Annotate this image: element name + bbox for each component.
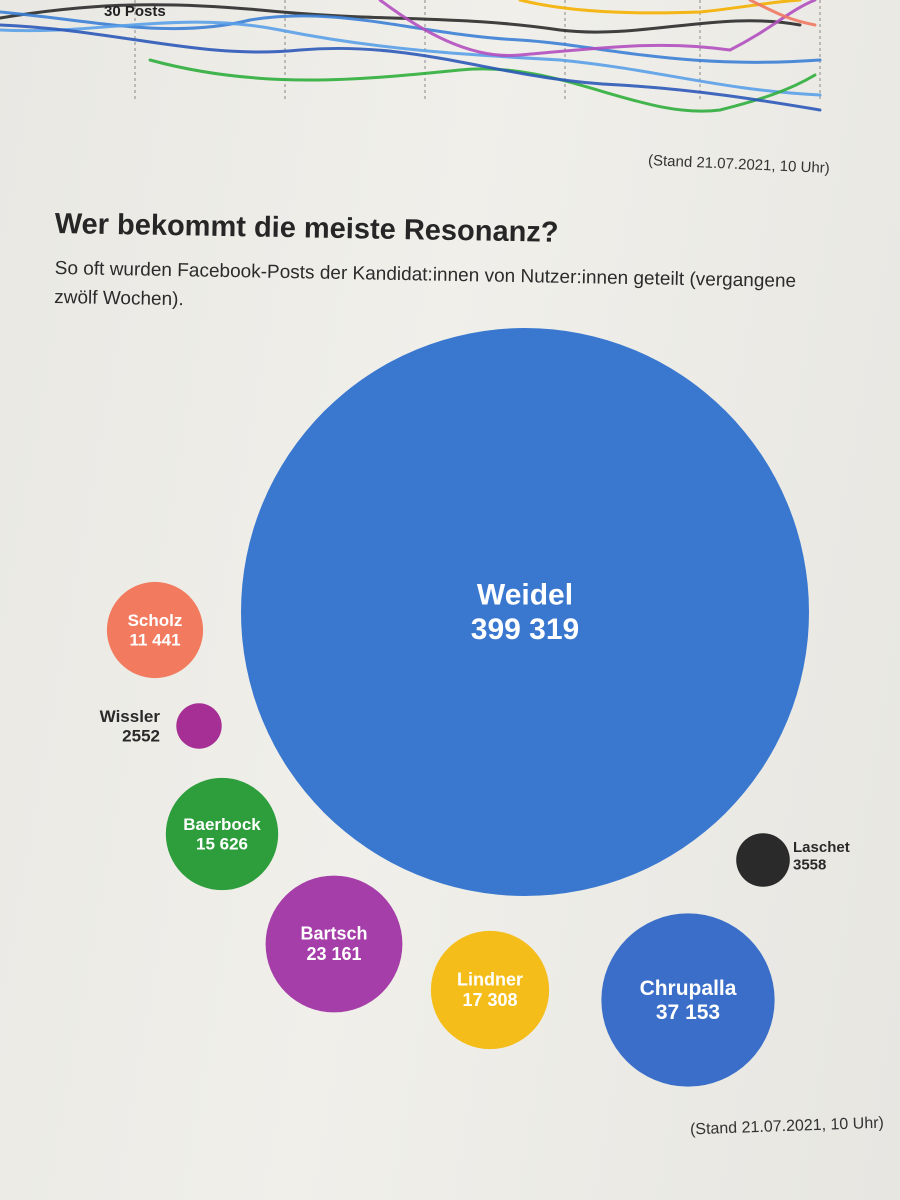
top-series-line bbox=[378, 0, 817, 58]
bubble-lindner-circle bbox=[430, 930, 550, 1050]
bubble-scholz-name: Scholz bbox=[128, 611, 183, 630]
bubble-bartsch-value: 23 161 bbox=[306, 944, 361, 964]
top-series-line bbox=[518, 0, 802, 15]
bubble-scholz-value: 11 441 bbox=[129, 630, 180, 649]
top-series-line bbox=[0, 10, 822, 64]
bubble-lindner-name: Lindner bbox=[457, 970, 523, 990]
bubble-chrupalla-name: Chrupalla bbox=[640, 977, 737, 1000]
bubble-chrupalla-value: 37 153 bbox=[656, 1001, 720, 1024]
bubble-wissler-name: Wissler bbox=[100, 707, 161, 726]
bubble-weidel-name: Weidel bbox=[477, 579, 573, 612]
bubble-baerbock-value: 15 626 bbox=[196, 834, 248, 853]
top-line-chart: 30 Posts bbox=[0, 0, 822, 113]
top-series-line bbox=[0, 23, 822, 112]
top-chart-label: 30 Posts bbox=[104, 3, 166, 20]
bubble-scholz-circle bbox=[106, 581, 204, 679]
bubble-lindner-value: 17 308 bbox=[462, 990, 517, 1010]
top-series-line bbox=[0, 3, 802, 34]
bubble-laschet-name: Laschet bbox=[793, 839, 850, 856]
bubble-weidel-circle bbox=[241, 328, 809, 896]
bubble-laschet-circle bbox=[736, 833, 790, 887]
bubble-weidel-value: 399 319 bbox=[471, 613, 579, 646]
top-series-line bbox=[0, 20, 822, 97]
bubble-baerbock-name: Baerbock bbox=[183, 815, 261, 834]
bubble-wissler-circle bbox=[176, 703, 222, 749]
bubble-laschet-value: 3558 bbox=[793, 856, 826, 873]
bubble-baerbock-circle bbox=[165, 777, 279, 891]
bubble-bartsch-name: Bartsch bbox=[300, 924, 367, 944]
bubble-wissler-value: 2552 bbox=[122, 727, 160, 746]
top-series-line bbox=[748, 0, 817, 27]
bubble-bartsch-circle bbox=[265, 875, 403, 1013]
bubble-chrupalla-circle bbox=[601, 913, 775, 1087]
